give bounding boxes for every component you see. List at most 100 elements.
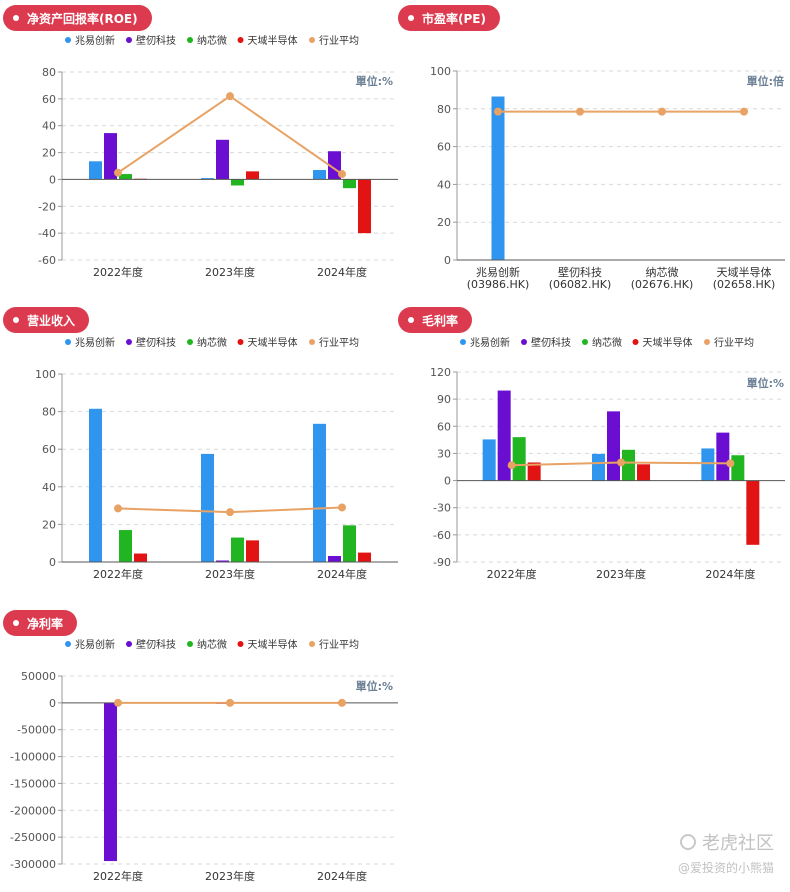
bar-兆易创新 — [201, 453, 214, 562]
title-dot-icon — [13, 15, 19, 21]
legend-label: 兆易创新 — [75, 336, 115, 349]
legend-marker-天域半导体 — [237, 37, 244, 43]
x-tick-label: 壁仞科技 — [558, 265, 602, 279]
title-dot-icon — [408, 317, 414, 323]
bar-壁仞科技 — [104, 702, 117, 862]
tiger-community-icon — [680, 834, 696, 850]
legend-marker-兆易创新 — [65, 339, 71, 345]
legend-label: 纳芯微 — [197, 34, 227, 47]
legend-label: 兆易创新 — [75, 34, 115, 47]
industry-average-point — [338, 170, 346, 179]
x-tick-label: 2022年度 — [93, 869, 143, 883]
bar-壁仞科技 — [716, 432, 730, 481]
gross-margin-title-pill: 毛利率 — [398, 307, 473, 333]
legend-label: 壁仞科技 — [136, 34, 176, 47]
legend-marker-天域半导体 — [237, 339, 244, 345]
bar-市盈率 — [491, 96, 505, 260]
pe-panel: 市盈率(PE) 100 80 60 40 20 0 兆易创新 (03986.HK) 壁仞科技 (0… — [395, 0, 790, 300]
y-tick-label: 30 — [437, 447, 451, 460]
bar-兆易创新 — [89, 408, 102, 562]
revenue-title-pill: 营业收入 — [3, 307, 90, 333]
x-tick-label: (02658.HK) — [713, 278, 776, 291]
legend-label: 行业平均 — [319, 336, 359, 349]
bar-壁仞科技 — [328, 555, 341, 562]
bar-兆易创新 — [482, 439, 496, 481]
legend-label: 天域半导体 — [248, 34, 298, 47]
gross-margin-title: 毛利率 — [422, 313, 459, 328]
watermark: 老虎社区 @爱投资的小熊猫 — [678, 829, 774, 876]
legend-marker-行业平均 — [309, 37, 315, 43]
bar-天域半导体 — [358, 179, 371, 234]
x-tick-label: (03986.HK) — [467, 278, 530, 291]
legend-marker-行业平均 — [309, 339, 315, 345]
legend-label: 纳芯微 — [197, 336, 227, 349]
industry-average-line — [117, 94, 343, 175]
bar-纳芯微 — [731, 455, 745, 481]
bar-天域半导体 — [746, 480, 760, 545]
bar-壁仞科技 — [216, 560, 229, 562]
industry-average-point — [226, 508, 234, 517]
industry-average-point — [617, 458, 625, 467]
bar-兆易创新 — [313, 170, 326, 180]
y-tick-label: 80 — [437, 103, 451, 116]
y-tick-label: 80 — [42, 66, 56, 79]
y-tick-label: 80 — [42, 406, 56, 419]
legend-marker-壁仞科技 — [126, 339, 132, 345]
unit-label: 單位:倍 — [747, 74, 784, 88]
bar-兆易创新 — [592, 453, 605, 481]
x-tick-label: 2023年度 — [205, 869, 255, 883]
y-tick-label: 40 — [42, 120, 56, 133]
roe-title: 净资产回报率(ROE) — [27, 11, 138, 26]
legend-label: 兆易创新 — [75, 638, 115, 651]
x-tick-label: 2022年度 — [93, 265, 143, 279]
legend-marker-兆易创新 — [460, 339, 466, 345]
industry-average-point — [114, 504, 122, 513]
legend-marker-兆易创新 — [65, 641, 71, 647]
industry-average-point — [494, 107, 502, 116]
y-tick-label: 120 — [430, 366, 451, 379]
y-tick-label: -200000 — [10, 804, 56, 817]
industry-average-point — [658, 107, 666, 116]
legend-marker-纳芯微 — [187, 37, 193, 43]
legend-marker-天域半导体 — [237, 641, 244, 647]
legend-marker-壁仞科技 — [521, 339, 527, 345]
industry-average-point — [114, 168, 122, 177]
y-tick-label: 100 — [35, 368, 56, 381]
y-tick-label: 0 — [49, 173, 56, 186]
y-tick-label: 20 — [437, 216, 451, 229]
industry-average-point — [114, 698, 122, 707]
industry-average-point — [740, 107, 748, 116]
industry-average-point — [576, 107, 584, 116]
legend-label: 天域半导体 — [248, 336, 298, 349]
y-tick-label: -60 — [38, 254, 56, 267]
net-margin-chart: 50000 0 -50000 -100000 -150000 -200000 -250000… — [10, 638, 398, 883]
bar-纳芯微 — [343, 525, 356, 562]
bar-兆易创新 — [89, 161, 102, 180]
watermark-author: @爱投资的小熊猫 — [677, 861, 774, 875]
legend-marker-壁仞科技 — [126, 37, 132, 43]
unit-label: 單位:% — [356, 74, 393, 88]
bar-壁仞科技 — [607, 411, 620, 481]
y-tick-label: 20 — [42, 147, 56, 160]
bar-兆易创新 — [313, 423, 326, 562]
legend-label: 壁仞科技 — [136, 336, 176, 349]
y-tick-label: -150000 — [10, 777, 56, 790]
bar-纳芯微 — [119, 530, 132, 562]
y-tick-label: -90 — [433, 556, 451, 569]
x-tick-label: 2022年度 — [487, 567, 537, 581]
y-tick-label: 0 — [444, 475, 451, 488]
bar-纳芯微 — [512, 437, 526, 481]
x-tick-label: 2024年度 — [705, 567, 755, 581]
pe-title-pill: 市盈率(PE) — [398, 5, 500, 31]
legend-label: 行业平均 — [319, 638, 359, 651]
y-tick-label: 60 — [42, 443, 56, 456]
title-dot-icon — [13, 317, 19, 323]
title-dot-icon — [408, 15, 414, 21]
revenue-title: 营业收入 — [27, 313, 76, 328]
y-tick-label: -60 — [433, 529, 451, 542]
x-tick-label: (06082.HK) — [549, 278, 612, 291]
y-tick-label: 90 — [437, 393, 451, 406]
y-tick-label: -250000 — [10, 831, 56, 844]
x-tick-label: 2023年度 — [205, 265, 255, 279]
bar-纳芯微 — [119, 174, 132, 180]
